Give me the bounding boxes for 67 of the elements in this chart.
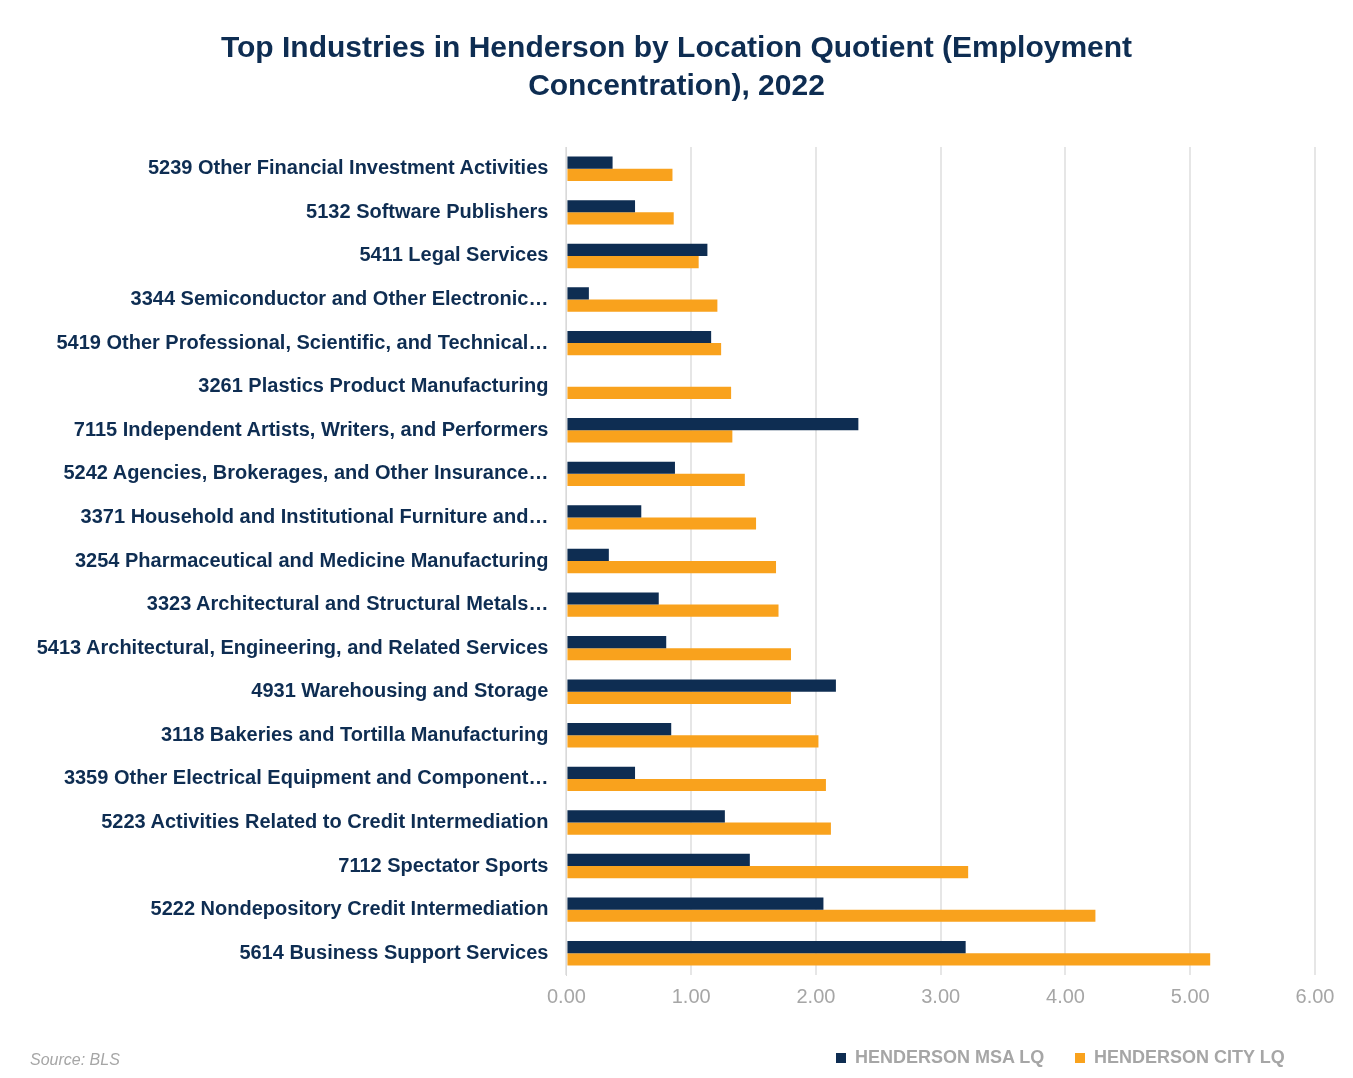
bar — [567, 561, 777, 574]
bar — [567, 461, 675, 474]
bar — [567, 679, 836, 692]
y-tick-label: 3118 Bakeries and Tortilla Manufacturing — [160, 722, 549, 745]
bar — [567, 648, 791, 661]
y-tick-label: 7115 Independent Artists, Writers, and Performers — [73, 417, 549, 440]
bar — [567, 953, 1211, 966]
y-tick-label: 4931 Warehousing and Storage — [251, 679, 549, 702]
bar — [567, 418, 859, 431]
chart-title: Top Industries in Henderson by Location Quotient (Employment Concentration), 2022 — [219, 29, 1134, 103]
bar — [567, 299, 718, 312]
bar — [567, 604, 779, 617]
bar — [567, 255, 699, 269]
bar — [567, 691, 791, 704]
y-tick-label: 3323 Architectural and Structural Metals… — [146, 592, 549, 615]
y-tick-label: 5419 Other Professional, Scientific, and Technical… — [56, 330, 549, 353]
bar — [567, 168, 673, 181]
bar — [567, 866, 969, 879]
bar — [567, 505, 642, 518]
y-tick-label: 5411 Legal Services — [359, 243, 549, 266]
bar — [567, 766, 636, 779]
source-note: Source: BLS — [30, 1051, 121, 1069]
y-tick-label: 3261 Plastics Product Manufacturing — [198, 374, 549, 397]
bar — [567, 517, 757, 530]
y-tick-label: 5614 Business Support Services — [239, 940, 549, 963]
y-tick-label: 5222 Nondepository Credit Intermediation — [150, 897, 549, 920]
x-tick-label: 3.00 — [921, 984, 961, 1007]
bar — [567, 548, 609, 561]
bar — [567, 430, 733, 443]
bar — [567, 735, 819, 748]
bar — [567, 723, 672, 736]
y-tick-label: 5239 Other Financial Investment Activities — [147, 156, 549, 179]
x-tick-label: 0.00 — [546, 984, 586, 1007]
y-tick-label: 3344 Semiconductor and Other Electronic… — [130, 287, 549, 310]
bar — [567, 810, 725, 823]
bar — [567, 243, 708, 256]
bar — [567, 778, 826, 792]
bar — [567, 909, 1096, 922]
y-tick-label: 7112 Spectator Sports — [338, 853, 549, 876]
bar — [567, 592, 659, 605]
y-tick-label: 3371 Household and Institutional Furniture and… — [80, 504, 549, 527]
x-tick-label: 2.00 — [796, 984, 836, 1007]
bar — [567, 635, 667, 649]
x-tick-label: 4.00 — [1046, 984, 1085, 1007]
x-tick-label: 1.00 — [671, 984, 711, 1007]
bar — [567, 330, 712, 344]
bar — [567, 822, 831, 835]
y-tick-label: 3359 Other Electrical Equipment and Component… — [63, 766, 549, 789]
bar — [567, 941, 966, 954]
bar — [567, 897, 824, 910]
bar — [567, 473, 745, 487]
bar — [567, 853, 750, 867]
legend-label: HENDERSON MSA LQ — [854, 1046, 1045, 1067]
legend-label: HENDERSON CITY LQ — [1093, 1046, 1285, 1067]
bar — [567, 212, 674, 225]
y-tick-label: 5413 Architectural, Engineering, and Related Services — [36, 635, 549, 658]
y-tick-label: 5132 Software Publishers — [306, 199, 549, 222]
y-tick-label: 5242 Agencies, Brokerages, and Other Insurance… — [63, 461, 549, 484]
bar — [567, 156, 613, 169]
bar — [567, 287, 589, 300]
x-tick-label: 5.00 — [1170, 984, 1210, 1007]
y-tick-label: 5223 Activities Related to Credit Intermediation — [101, 809, 549, 832]
bar — [567, 343, 722, 356]
bar — [567, 386, 732, 399]
y-tick-label: 3254 Pharmaceutical and Medicine Manufacturing — [74, 548, 549, 571]
x-tick-label: 6.00 — [1295, 984, 1335, 1007]
bar — [567, 200, 636, 213]
